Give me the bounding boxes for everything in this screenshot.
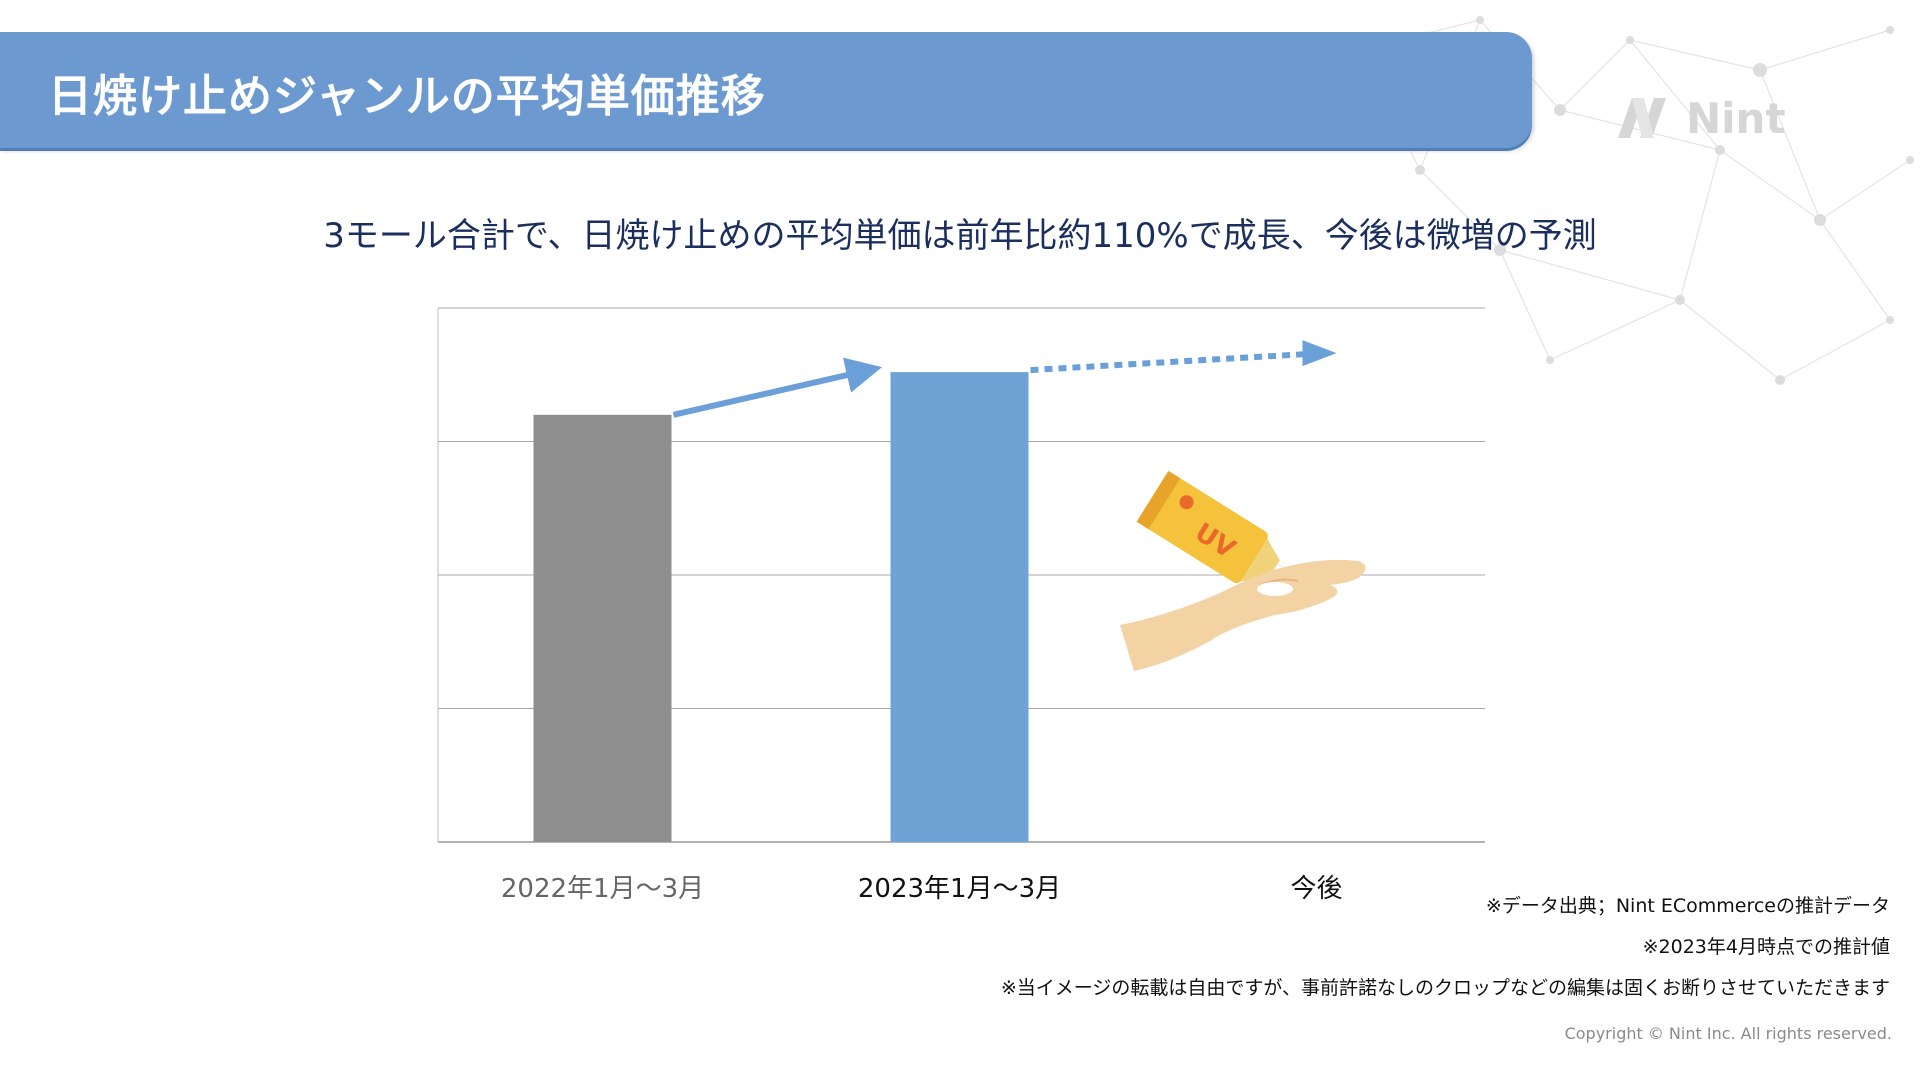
sunscreen-hand-icon: UV bbox=[1120, 470, 1366, 671]
page-title: 日焼け止めジャンルの平均単価推移 bbox=[48, 71, 766, 122]
x-tick-label-1: 2022年1月～3月 bbox=[501, 874, 704, 904]
chart-bars bbox=[533, 372, 1029, 842]
bar-2 bbox=[890, 372, 1029, 842]
nint-logo: Nint bbox=[1618, 92, 1788, 143]
growth-arrow bbox=[672, 357, 883, 418]
chart-subtitle: 3モール合計で、日焼け止めの平均単価は前年比約110%で成長、今後は微増の予測 bbox=[323, 216, 1597, 256]
note-data-source: ※データ出典；Nint ECommerceの推計データ bbox=[1485, 895, 1890, 917]
title-bar: 日焼け止めジャンルの平均単価推移 bbox=[0, 32, 1532, 148]
x-axis-labels: 2022年1月～3月 2023年1月～3月 今後 bbox=[501, 874, 1343, 904]
nint-logo-icon bbox=[1618, 98, 1666, 138]
note-reuse-policy: ※当イメージの転載は自由ですが、事前許諾なしのクロップなどの編集は固くお断りさせ… bbox=[1000, 977, 1890, 999]
x-tick-label-2: 2023年1月～3月 bbox=[858, 874, 1061, 904]
forecast-arrow bbox=[1030, 351, 1307, 374]
copyright: Copyright © Nint Inc. All rights reserve… bbox=[1564, 1024, 1892, 1043]
forecast-arrowhead bbox=[1302, 340, 1337, 367]
logo-wordmark: Nint bbox=[1686, 94, 1786, 143]
x-tick-label-3: 今後 bbox=[1290, 874, 1342, 904]
trend-arrows bbox=[672, 340, 1337, 418]
note-estimate-date: ※2023年4月時点での推計値 bbox=[1642, 936, 1890, 958]
bar-1 bbox=[533, 414, 672, 842]
